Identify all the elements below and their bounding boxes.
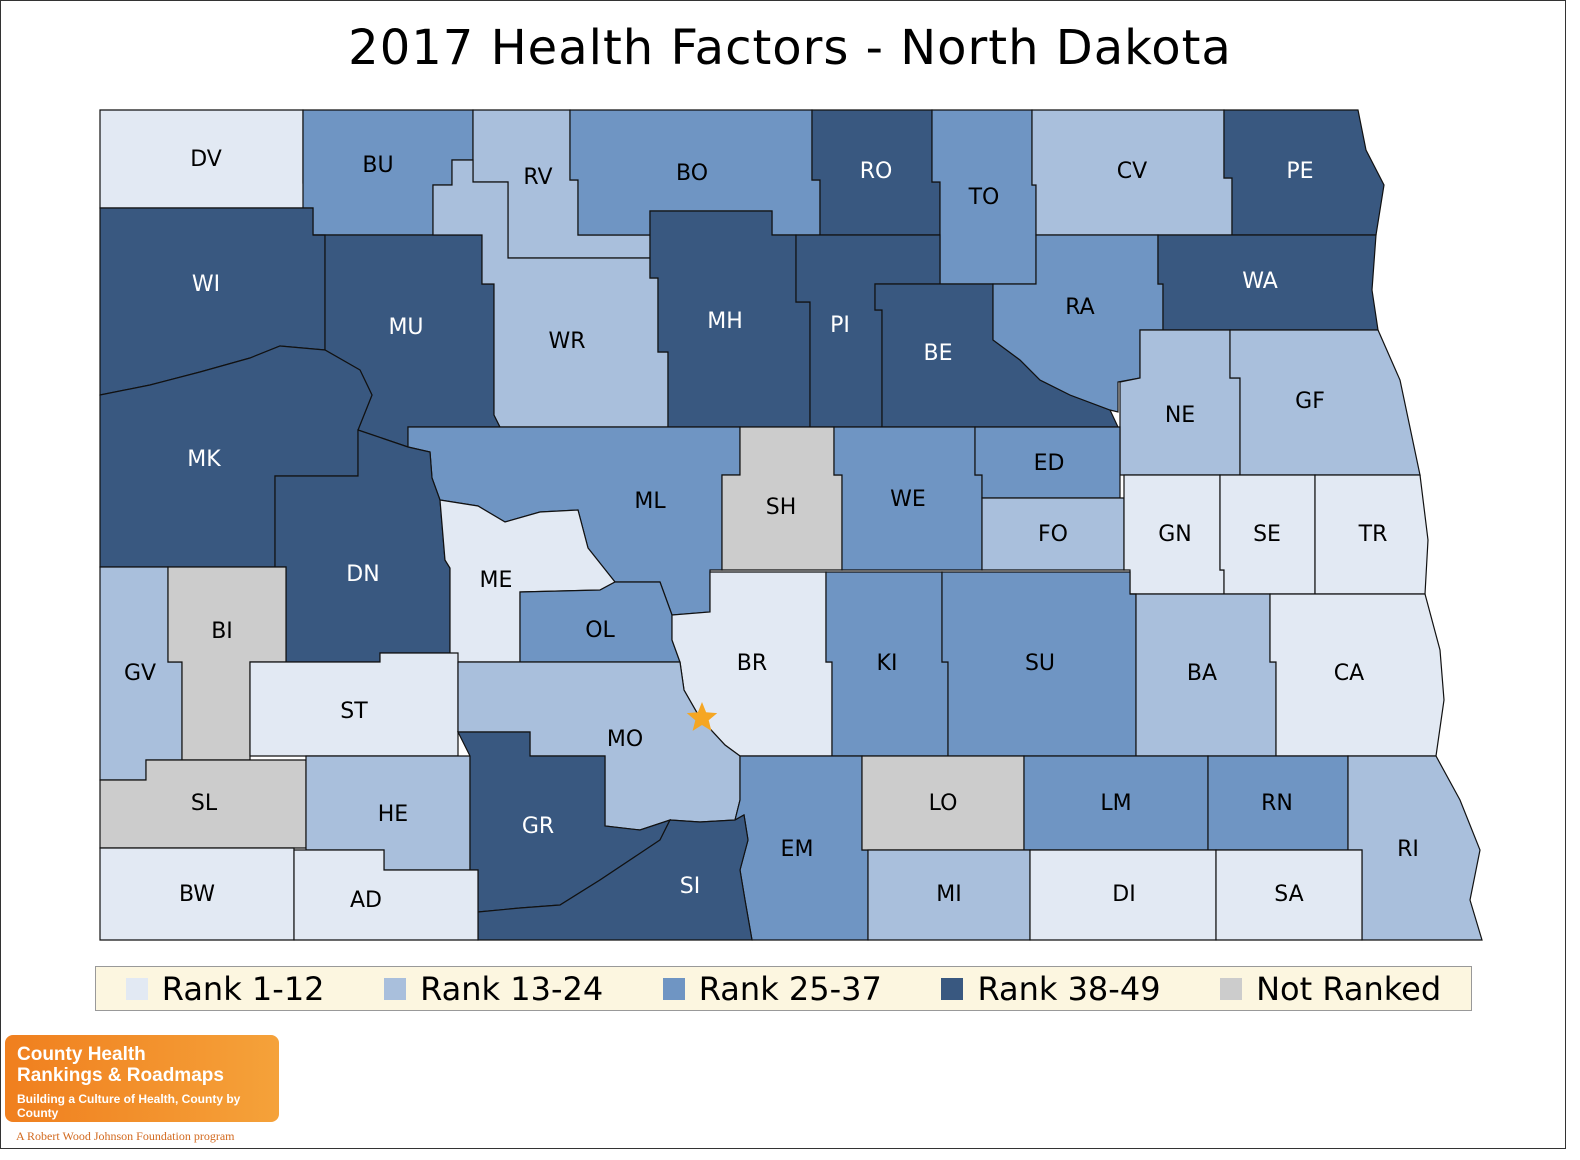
county-label-sa: SA (1274, 882, 1303, 907)
county-label-mk: MK (187, 447, 221, 472)
legend-label: Rank 1-12 (161, 969, 325, 1008)
map-title: 2017 Health Factors - North Dakota (348, 20, 1232, 76)
county-label-wr: WR (548, 329, 585, 354)
county-label-em: EM (781, 837, 814, 862)
logo-tagline: Building a Culture of Health, County by … (17, 1092, 241, 1120)
logo-name-line2: Rankings & Roadmaps (17, 1065, 224, 1086)
county-label-mu: MU (388, 315, 423, 340)
county-label-cv: CV (1117, 159, 1147, 184)
county-label-si: SI (680, 874, 700, 899)
county-label-ca: CA (1334, 661, 1364, 686)
legend-item-rank-38-49: Rank 38-49 (941, 969, 1161, 1008)
legend-swatch (941, 977, 964, 1000)
county-label-ad: AD (350, 888, 382, 913)
county-label-rn: RN (1261, 791, 1293, 816)
county-label-be: BE (924, 341, 953, 366)
legend-label: Rank 38-49 (977, 969, 1161, 1008)
county-label-dn: DN (346, 562, 379, 587)
county-label-se: SE (1253, 522, 1281, 547)
legend-label: Rank 13-24 (420, 969, 604, 1008)
county-label-ba: BA (1187, 661, 1217, 686)
county-label-ol: OL (585, 618, 615, 643)
legend-item-not-ranked: Not Ranked (1220, 970, 1441, 1008)
county-si (477, 814, 753, 941)
county-label-bi: BI (211, 619, 233, 644)
county-label-tr: TR (1358, 522, 1388, 547)
legend-swatch (125, 977, 148, 1000)
county-st (249, 652, 459, 757)
county-label-fo: FO (1038, 522, 1068, 547)
county-label-gv: GV (124, 661, 156, 686)
county-label-bw: BW (179, 882, 215, 907)
legend-item-rank-13-24: Rank 13-24 (384, 970, 603, 1008)
county-label-ro: RO (860, 159, 893, 184)
county-gf (1229, 329, 1421, 476)
county-label-we: WE (890, 487, 926, 512)
county-label-gr: GR (522, 814, 554, 839)
county-label-wi: WI (192, 272, 220, 297)
county-label-lm: LM (1100, 791, 1131, 816)
county-label-mh: MH (707, 309, 743, 334)
county-label-wa: WA (1242, 269, 1278, 294)
county-label-bo: BO (676, 161, 708, 186)
county-label-mo: MO (607, 727, 643, 752)
legend-swatch (662, 977, 685, 1000)
logo-footer: A Robert Wood Johnson Foundation program (16, 1129, 235, 1143)
legend-label: Rank 25-37 (698, 969, 882, 1008)
county-health-rankings-logo: County Health Rankings & Roadmaps Buildi… (5, 1035, 279, 1122)
county-label-mi: MI (936, 882, 961, 907)
county-label-bu: BU (362, 153, 393, 178)
county-label-he: HE (378, 802, 408, 827)
county-label-ml: ML (634, 489, 666, 514)
county-label-ra: RA (1065, 295, 1094, 320)
county-label-ed: ED (1034, 451, 1065, 476)
county-label-lo: LO (929, 791, 958, 816)
county-map: DV BU RV BO RO TO CV PE WI MU WR MH PI BE RA WA MK NE GF ML… (99, 109, 1483, 941)
county-label-sl: SL (191, 791, 218, 816)
county-label-sh: SH (766, 495, 797, 520)
county-label-ri: RI (1397, 837, 1419, 862)
county-label-pe: PE (1286, 159, 1313, 184)
legend-item-rank-25-37: Rank 25-37 (662, 969, 882, 1008)
county-label-di: DI (1112, 882, 1135, 907)
legend-label: Not Ranked (1256, 969, 1442, 1008)
county-label-su: SU (1025, 651, 1055, 676)
logo-name-line1: County Health (17, 1044, 146, 1065)
county-label-gf: GF (1295, 389, 1325, 414)
county-label-me: ME (480, 568, 513, 593)
county-sa (1215, 849, 1363, 941)
county-label-gn: GN (1158, 522, 1192, 547)
county-label-pi: PI (830, 313, 850, 338)
legend-item-rank-1-12: Rank 1-12 (125, 969, 325, 1008)
county-label-ne: NE (1165, 403, 1195, 428)
capital-star-icon (686, 702, 718, 731)
county-ad (293, 849, 479, 941)
county-label-ki: KI (877, 651, 898, 676)
legend: Rank 1-12 Rank 13-24 Rank 25-37 Rank 38-49 N… (95, 966, 1472, 1011)
county-label-dv: DV (190, 147, 222, 172)
legend-swatch (1220, 977, 1243, 1000)
county-label-br: BR (737, 651, 767, 676)
county-label-st: ST (340, 699, 368, 724)
county-label-to: TO (968, 185, 1000, 210)
county-tr (1314, 474, 1429, 595)
county-label-rv: RV (523, 165, 552, 190)
legend-swatch (384, 977, 407, 1000)
